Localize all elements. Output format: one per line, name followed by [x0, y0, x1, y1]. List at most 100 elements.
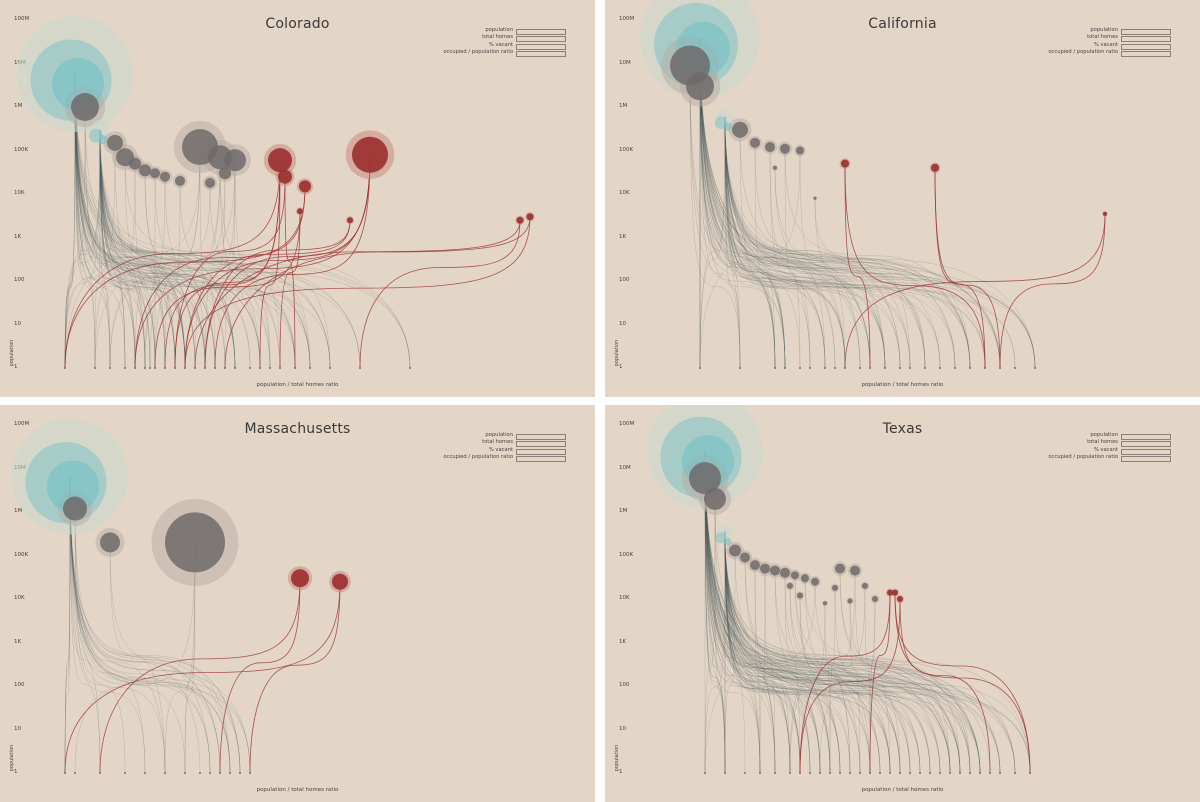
data-point[interactable] — [823, 601, 827, 606]
data-point[interactable] — [704, 487, 726, 510]
data-point[interactable] — [931, 163, 939, 172]
legend-slider[interactable] — [516, 434, 566, 440]
data-point[interactable] — [897, 596, 903, 602]
data-point[interactable] — [796, 146, 804, 155]
data-point-halo — [717, 523, 733, 540]
legend-slider[interactable] — [516, 456, 566, 463]
data-point[interactable] — [129, 157, 141, 170]
link-curve — [724, 531, 961, 774]
data-point[interactable] — [813, 196, 817, 200]
data-point[interactable] — [175, 175, 185, 186]
data-point[interactable] — [299, 180, 311, 193]
data-point[interactable] — [71, 93, 99, 121]
data-point[interactable] — [63, 496, 87, 521]
legend-slider[interactable] — [1121, 29, 1171, 35]
data-point[interactable] — [98, 135, 108, 145]
data-point[interactable] — [797, 592, 803, 599]
link-curve — [699, 38, 776, 369]
data-point[interactable] — [291, 569, 309, 588]
data-point[interactable] — [765, 142, 775, 153]
link-curve — [114, 142, 186, 369]
data-point[interactable] — [801, 574, 809, 583]
anchor-dot — [869, 772, 871, 774]
legend-slider[interactable] — [1121, 36, 1171, 43]
legend-slider[interactable] — [516, 36, 566, 43]
data-point[interactable] — [100, 532, 120, 553]
link-curve — [69, 476, 101, 774]
data-point[interactable] — [832, 584, 838, 591]
data-point[interactable] — [791, 571, 799, 580]
data-point[interactable] — [205, 177, 215, 188]
link-curve — [174, 160, 281, 369]
data-point[interactable] — [811, 577, 819, 586]
data-point[interactable] — [297, 208, 303, 215]
data-point[interactable] — [835, 563, 845, 574]
link-curve — [99, 129, 151, 369]
anchor-dot — [294, 367, 296, 369]
data-point[interactable] — [887, 589, 893, 596]
legend-slider[interactable] — [1121, 448, 1171, 455]
data-point[interactable] — [139, 164, 151, 177]
data-point[interactable] — [841, 159, 849, 168]
legend-slider[interactable] — [516, 441, 566, 448]
data-point[interactable] — [723, 122, 733, 131]
data-point[interactable] — [850, 565, 860, 576]
data-point[interactable] — [278, 169, 292, 184]
data-point[interactable] — [740, 552, 750, 563]
data-point[interactable] — [526, 213, 534, 221]
y-tick-label: 100K — [14, 551, 29, 558]
data-point[interactable] — [686, 72, 714, 101]
link-curve — [164, 180, 181, 369]
data-point[interactable] — [268, 148, 292, 173]
legend-slider[interactable] — [516, 448, 566, 455]
legend-slider[interactable] — [1121, 456, 1171, 463]
data-point[interactable] — [847, 598, 853, 604]
data-point[interactable] — [773, 165, 777, 170]
data-point[interactable] — [107, 134, 123, 151]
data-point[interactable] — [150, 168, 160, 179]
legend-slider[interactable] — [1121, 434, 1171, 440]
data-point[interactable] — [516, 216, 524, 224]
data-point[interactable] — [862, 582, 868, 589]
data-point[interactable] — [780, 567, 790, 578]
data-point[interactable] — [750, 560, 760, 571]
data-point[interactable] — [872, 596, 878, 602]
data-point[interactable] — [352, 136, 388, 173]
legend-slider[interactable] — [516, 51, 566, 58]
data-point[interactable] — [219, 167, 231, 180]
data-point[interactable] — [724, 538, 732, 546]
legend-slider[interactable] — [516, 43, 566, 50]
anchor-dot — [259, 367, 261, 369]
data-point[interactable] — [732, 121, 748, 138]
data-point[interactable] — [689, 462, 721, 495]
link-curve — [699, 38, 1036, 369]
legend-slider[interactable] — [516, 29, 566, 35]
data-point[interactable] — [892, 589, 898, 596]
data-point[interactable] — [165, 512, 225, 573]
data-point[interactable] — [729, 544, 741, 557]
link-curve — [74, 508, 146, 774]
data-point[interactable] — [46, 460, 100, 513]
link-curve — [99, 129, 186, 369]
data-point[interactable] — [787, 582, 793, 589]
data-point[interactable] — [160, 171, 170, 182]
legend-slider[interactable] — [1121, 441, 1171, 448]
legend-slider[interactable] — [1121, 43, 1171, 50]
link-curve — [724, 531, 1001, 774]
data-point[interactable] — [760, 563, 770, 574]
chart-title: Texas — [882, 421, 923, 437]
link-curve — [99, 129, 166, 369]
data-point[interactable] — [780, 143, 790, 154]
link-curve — [724, 531, 801, 774]
data-point[interactable] — [750, 137, 760, 148]
link-curve — [69, 476, 251, 774]
legend-slider[interactable] — [1121, 51, 1171, 58]
data-point[interactable] — [347, 217, 353, 224]
data-point[interactable] — [332, 573, 348, 590]
data-point[interactable] — [1103, 211, 1107, 216]
link-curve — [204, 173, 226, 369]
anchor-dot — [229, 772, 231, 774]
anchor-dot — [64, 772, 66, 774]
data-point[interactable] — [770, 565, 780, 576]
data-point[interactable] — [224, 149, 246, 172]
